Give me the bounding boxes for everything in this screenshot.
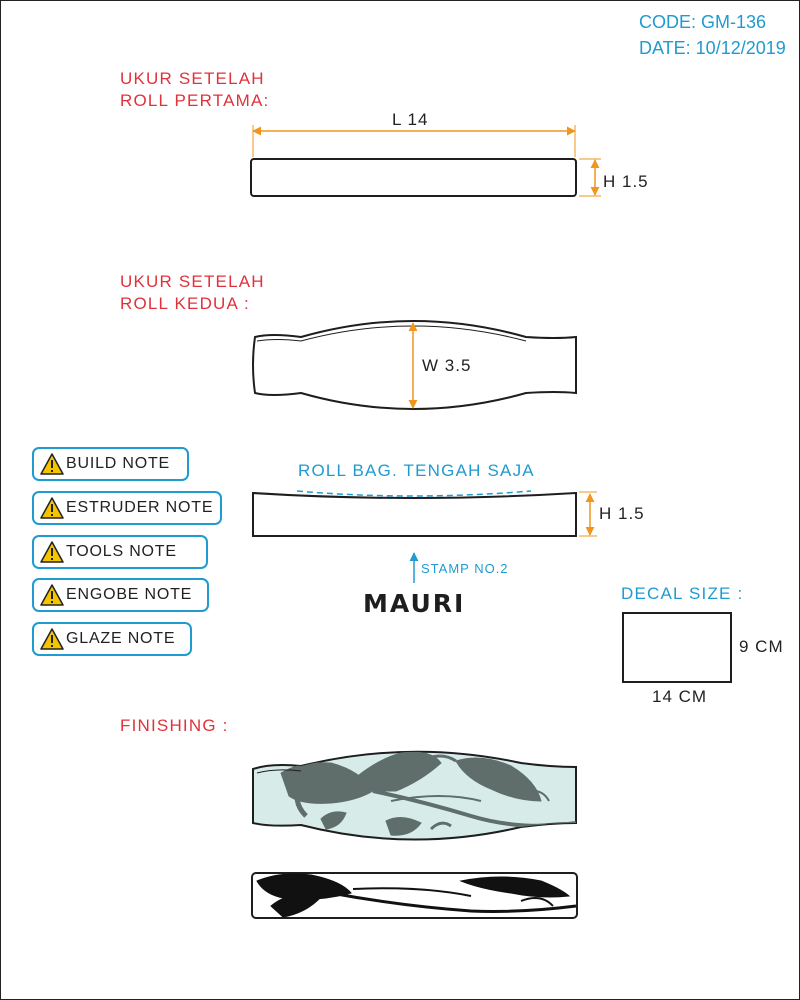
- first-height-label: H 1.5: [603, 172, 649, 191]
- finishing-heading: FINISHING :: [120, 716, 229, 735]
- decal-width-label: 14 CM: [652, 687, 708, 706]
- decal-box: [622, 612, 732, 683]
- decal-size-title: DECAL SIZE :: [621, 584, 744, 603]
- finishing-decal-piece: [251, 872, 578, 919]
- estruder-note-button[interactable]: ESTRUDER NOTE: [32, 491, 222, 525]
- middle-height-label: H 1.5: [599, 504, 645, 523]
- decal-floral-pattern-dark: [256, 873, 577, 918]
- second-roll-heading: UKUR SETELAH ROLL KEDUA :: [120, 272, 265, 313]
- engobe-note-button[interactable]: ENGOBE NOTE: [32, 578, 209, 612]
- warning-icon: [40, 453, 64, 475]
- build-note-label: BUILD NOTE: [66, 455, 171, 472]
- estruder-note-label: ESTRUDER NOTE: [66, 499, 214, 516]
- document-code-block: CODE: GM-136 DATE: 10/12/2019: [639, 9, 786, 61]
- first-roll-heading: UKUR SETELAH ROLL PERTAMA:: [120, 69, 270, 110]
- decal-floral-pattern: [280, 751, 576, 836]
- stamp-label: STAMP NO.2: [421, 561, 509, 576]
- build-note-button[interactable]: BUILD NOTE: [32, 447, 189, 481]
- middle-roll-label: ROLL BAG. TENGAH SAJA: [298, 461, 535, 480]
- warning-icon: [40, 584, 64, 606]
- length-label: L 14: [392, 110, 429, 129]
- decal-height-label: 9 CM: [739, 637, 784, 656]
- warning-icon: [40, 628, 64, 650]
- middle-roll-bar: [252, 491, 577, 537]
- tools-note-label: TOOLS NOTE: [66, 543, 177, 560]
- document-code: CODE: GM-136: [639, 12, 767, 32]
- second-roll-shape: [252, 320, 577, 410]
- warning-icon: [40, 497, 64, 519]
- document-date: DATE: 10/12/2019: [639, 38, 786, 58]
- glaze-note-button[interactable]: GLAZE NOTE: [32, 622, 192, 656]
- tools-note-button[interactable]: TOOLS NOTE: [32, 535, 208, 569]
- middle-roll-dashed-line: [296, 490, 532, 497]
- width-label: W 3.5: [422, 356, 472, 375]
- warning-icon: [40, 541, 64, 563]
- finishing-glazed-piece: [252, 750, 577, 841]
- glaze-note-label: GLAZE NOTE: [66, 630, 176, 647]
- first-roll-bar: [250, 158, 577, 197]
- mauri-logo: MAURI: [363, 589, 466, 618]
- engobe-note-label: ENGOBE NOTE: [66, 586, 193, 603]
